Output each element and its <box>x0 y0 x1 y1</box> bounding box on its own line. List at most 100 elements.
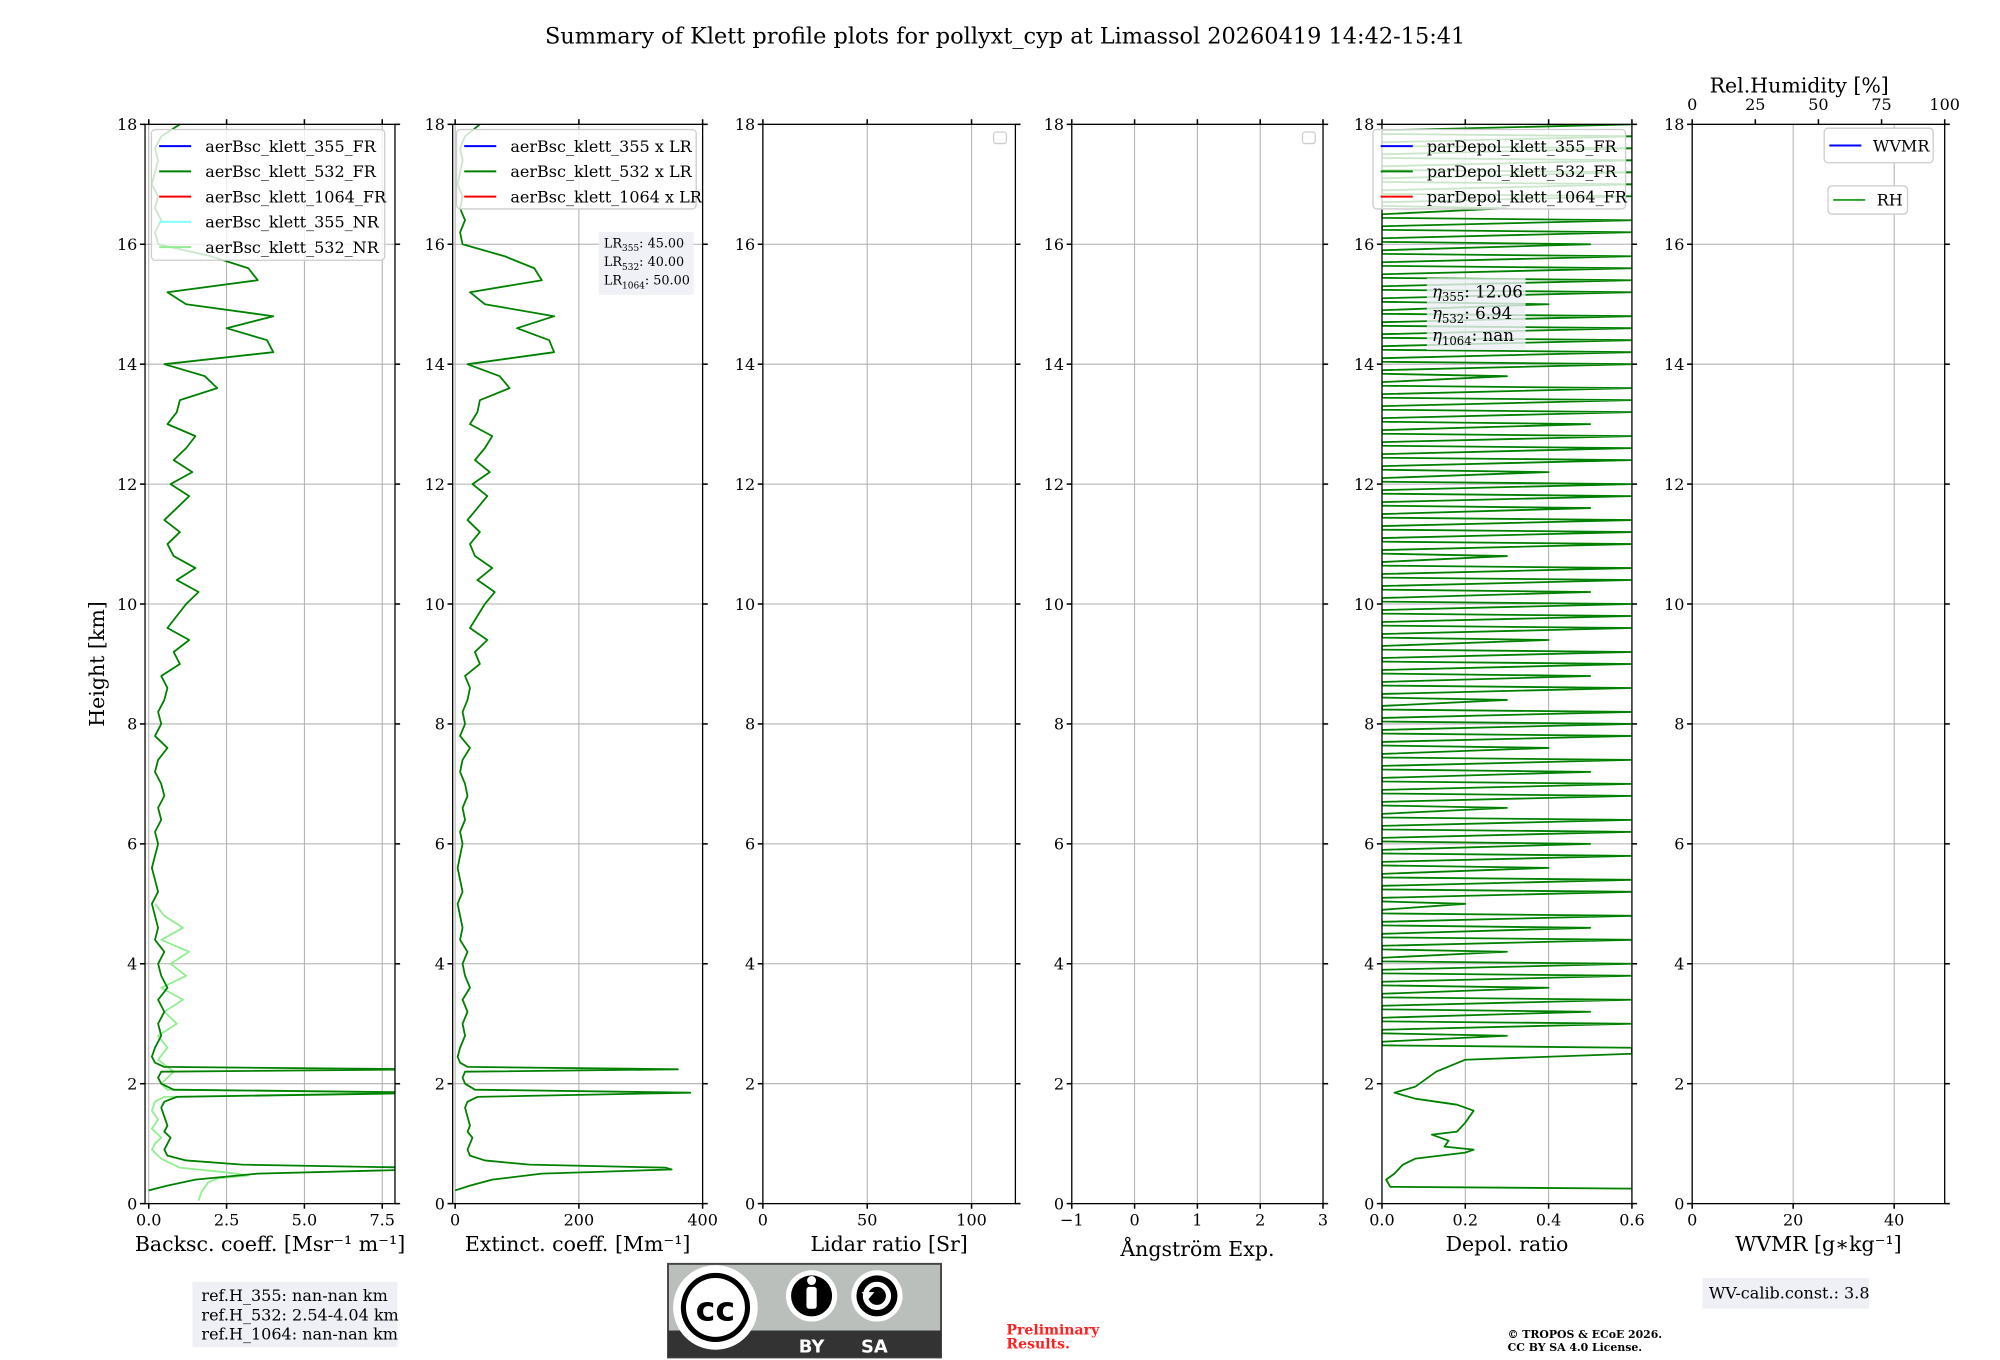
by-attribution-icon <box>785 1270 838 1322</box>
legend-entry: parDepol_klett_355_FR <box>1427 137 1618 156</box>
cc-by-sa-logo: cc BY SA <box>667 1262 942 1359</box>
x-tick-label: 0.2 <box>1453 1210 1478 1229</box>
y-tick-label: 12 <box>1664 475 1684 494</box>
y-tick-label: 16 <box>735 235 755 254</box>
lidar_ratios-value: 40.00 <box>648 255 685 270</box>
legend-panel-5: parDepol_klett_355_FR parDepol_klett_532_… <box>1372 128 1628 210</box>
series-line-aerBsc_klett_532_NR <box>150 903 395 1201</box>
figure-title: Summary of Klett profile plots for polly… <box>545 24 1465 50</box>
y-tick-label: 14 <box>117 355 137 374</box>
y-tick-label: 10 <box>1664 595 1684 614</box>
eta-value: nan <box>1483 326 1515 345</box>
x-tick-label: 40 <box>1884 1210 1904 1229</box>
y-tick-label: 18 <box>117 115 137 134</box>
y-tick-label: 14 <box>1664 355 1684 374</box>
ref-height-532: ref.H_532: 2.54-4.04 km <box>201 1305 398 1324</box>
axes-frame <box>762 123 1017 1205</box>
y-tick-label: 10 <box>1354 595 1374 614</box>
y-tick-label: 16 <box>425 235 445 254</box>
eta-symbol: η <box>1432 282 1442 301</box>
y-tick-label: 2 <box>435 1074 445 1093</box>
preliminary-results-line2: Results. <box>1006 1336 1070 1352</box>
x-tick-label: 50 <box>857 1210 877 1229</box>
cc-sa-label: SA <box>861 1336 888 1357</box>
top-x-axis-label: Rel.Humidity [%] <box>1710 73 1889 97</box>
lidar_ratios-line: LR355: 45.00 <box>604 236 684 254</box>
x-tick-label: 0.0 <box>136 1210 161 1229</box>
legend-entry: aerBsc_klett_532_FR <box>205 162 377 181</box>
x-tick-label: −1 <box>1060 1210 1084 1229</box>
panel-5: 0 2 4 6 8 10 12 14 16 18 0.0 0.2 0.4 0.6 Depol. ratio <box>1354 115 1645 1256</box>
legend-entry: aerBsc_klett_1064_FR <box>205 187 387 206</box>
legend-entry: aerBsc_klett_532 x LR <box>510 162 692 181</box>
y-tick-label: 8 <box>127 715 137 734</box>
lidar_ratios-subscript: 1064 <box>622 281 645 291</box>
y-tick-label: 18 <box>1664 115 1684 134</box>
series-group <box>1381 124 1632 1190</box>
y-tick-label: 8 <box>435 715 445 734</box>
panel-1: 0 2 4 6 8 10 12 14 16 18 0.0 2.5 5.0 7.5 Backsc. coeff… <box>117 115 405 1256</box>
series-group <box>454 124 692 1192</box>
series-line-aerBsc_klett_532 x LR <box>454 124 692 1192</box>
y-tick-label: 2 <box>1054 1074 1064 1093</box>
x-tick-label: 0.4 <box>1536 1210 1561 1229</box>
eta-line: η355: 12.06 <box>1432 282 1523 304</box>
y-tick-label: 4 <box>1674 955 1684 974</box>
sa-sharealike-icon <box>851 1270 903 1322</box>
y-tick-label: 18 <box>1354 115 1374 134</box>
legend-entry: RH <box>1877 191 1903 210</box>
legend-entry: aerBsc_klett_532_NR <box>205 238 379 257</box>
y-tick-label: 2 <box>1674 1074 1684 1093</box>
y-tick-label: 6 <box>745 835 755 854</box>
legend-entry: WVMR <box>1873 136 1930 155</box>
y-tick-label: 4 <box>435 955 445 974</box>
y-tick-label: 4 <box>745 955 755 974</box>
y-tick-label: 4 <box>127 955 137 974</box>
x-tick-label: 0 <box>1129 1210 1139 1229</box>
y-tick-label: 18 <box>1044 115 1064 134</box>
x-tick-label: 100 <box>956 1210 987 1229</box>
x-tick-label: 2 <box>1255 1210 1265 1229</box>
wv-calibration-box: WV-calib.const.: 3.8 <box>1702 1277 1870 1309</box>
cc-logo-text: cc <box>696 1289 735 1328</box>
eta-symbol: η <box>1432 326 1442 345</box>
y-tick-label: 0 <box>1674 1194 1684 1213</box>
legend-entry: parDepol_klett_532_FR <box>1427 162 1618 181</box>
y-tick-label: 2 <box>1364 1074 1374 1093</box>
reference-heights-box: ref.H_355: nan-nan km ref.H_532: 2.54-4.… <box>192 1281 399 1348</box>
y-tick-label: 0 <box>435 1194 445 1213</box>
x-axis-label: WVMR [g∗kg⁻¹] <box>1735 1232 1901 1256</box>
series-group <box>148 124 395 1201</box>
wv-calibration-constant: WV-calib.const.: 3.8 <box>1709 1283 1870 1302</box>
top-x-tick-label: 75 <box>1871 95 1891 114</box>
y-tick-label: 16 <box>1354 235 1374 254</box>
legend-entry: aerBsc_klett_355_NR <box>205 213 379 232</box>
copyright-line2: CC BY SA 4.0 License. <box>1508 1341 1642 1354</box>
ref-height-355: ref.H_355: nan-nan km <box>201 1286 387 1305</box>
y-tick-label: 2 <box>745 1074 755 1093</box>
eta-value: 6.94 <box>1475 304 1512 323</box>
x-tick-label: 0 <box>758 1210 768 1229</box>
eta-subscript: 1064 <box>1442 334 1472 348</box>
top-x-tick-label: 100 <box>1929 95 1960 114</box>
y-tick-label: 0 <box>745 1194 755 1213</box>
y-tick-label: 10 <box>117 595 137 614</box>
ref-height-1064: ref.H_1064: nan-nan km <box>201 1324 398 1343</box>
y-tick-label: 16 <box>117 235 137 254</box>
eta-subscript: 355 <box>1442 290 1464 304</box>
x-axis-label: Backsc. coeff. [Msr⁻¹ m⁻¹] <box>135 1232 405 1256</box>
y-tick-label: 18 <box>425 115 445 134</box>
axes-frame <box>1691 123 1946 1205</box>
x-tick-label: 0 <box>1687 1210 1697 1229</box>
y-tick-label: 14 <box>735 355 755 374</box>
lidar_ratios-line: LR1064: 50.00 <box>604 274 690 292</box>
legend-entry: aerBsc_klett_1064 x LR <box>510 187 702 206</box>
lidar_ratios-symbol: LR <box>604 236 622 251</box>
x-axis-label: Lidar ratio [Sr] <box>810 1232 967 1256</box>
eta-value: 12.06 <box>1475 282 1523 301</box>
x-axis-label: Depol. ratio <box>1446 1232 1569 1256</box>
